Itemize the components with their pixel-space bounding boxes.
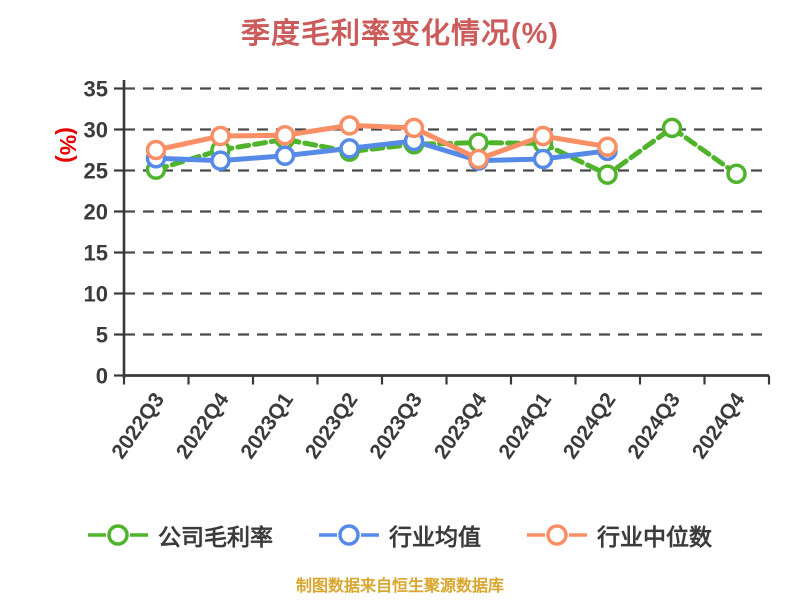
y-tick-label: 15 — [84, 241, 108, 266]
legend-circle — [107, 524, 129, 546]
data-source-note: 制图数据来自恒生聚源数据库 — [295, 578, 504, 595]
data-point-marker — [661, 117, 683, 139]
data-point-marker — [532, 125, 554, 147]
legend-marker-blue-icon — [319, 524, 379, 546]
y-axis-unit-label: (%) — [55, 127, 81, 163]
legend-marker-green-icon — [88, 524, 148, 546]
legend-label: 公司毛利率 — [158, 524, 273, 550]
series-line — [153, 138, 610, 164]
data-point-marker — [210, 125, 231, 147]
y-tick-label: 5 — [96, 323, 108, 348]
data-point-marker — [403, 117, 425, 139]
x-tick-label: 2022Q3 — [107, 389, 169, 463]
legend-circle — [546, 524, 568, 546]
data-point-marker — [468, 148, 489, 170]
y-tick-label: 35 — [84, 77, 108, 102]
x-tick-label: 2023Q1 — [236, 388, 298, 463]
data-point-marker — [145, 139, 167, 161]
data-point-marker — [597, 164, 618, 185]
y-tick-label: 0 — [96, 364, 108, 389]
legend: 公司毛利率 行业均值 行业中位数 — [0, 518, 800, 552]
x-tick-label: 2024Q1 — [494, 388, 556, 463]
data-point-marker — [532, 148, 554, 170]
y-tick-label: 20 — [84, 200, 108, 225]
data-point-marker — [274, 145, 296, 166]
data-point-marker — [339, 138, 360, 159]
y-tick-label: 10 — [84, 282, 108, 307]
x-tick-label: 2023Q4 — [430, 388, 492, 463]
y-tick-label: 30 — [84, 118, 108, 143]
x-tick-label: 2024Q2 — [559, 389, 621, 463]
legend-marker-orange-icon — [527, 524, 587, 546]
x-tick-label: 2022Q4 — [172, 388, 234, 463]
series-line — [153, 122, 610, 162]
data-point-marker — [274, 124, 296, 146]
x-tick-label: 2023Q2 — [301, 389, 363, 463]
data-point-marker — [468, 132, 489, 153]
data-point-marker — [210, 150, 231, 171]
x-tick-label: 2024Q3 — [623, 389, 685, 463]
chart-title: 季度毛利率变化情况(%) — [240, 18, 560, 50]
data-point-marker — [597, 136, 618, 157]
legend-label: 行业中位数 — [597, 524, 712, 550]
legend-item-industry-median: 行业中位数 — [527, 518, 712, 552]
data-point-marker — [339, 115, 360, 136]
y-tick-label: 25 — [84, 159, 108, 184]
legend-circle — [338, 524, 360, 546]
legend-item-industry-mean: 行业均值 — [319, 518, 481, 552]
x-tick-label: 2024Q4 — [688, 388, 750, 463]
x-tick-label: 2023Q3 — [365, 389, 427, 463]
legend-label: 行业均值 — [389, 524, 481, 550]
data-point-marker — [726, 163, 747, 185]
legend-item-company-gross-margin: 公司毛利率 — [88, 518, 273, 552]
